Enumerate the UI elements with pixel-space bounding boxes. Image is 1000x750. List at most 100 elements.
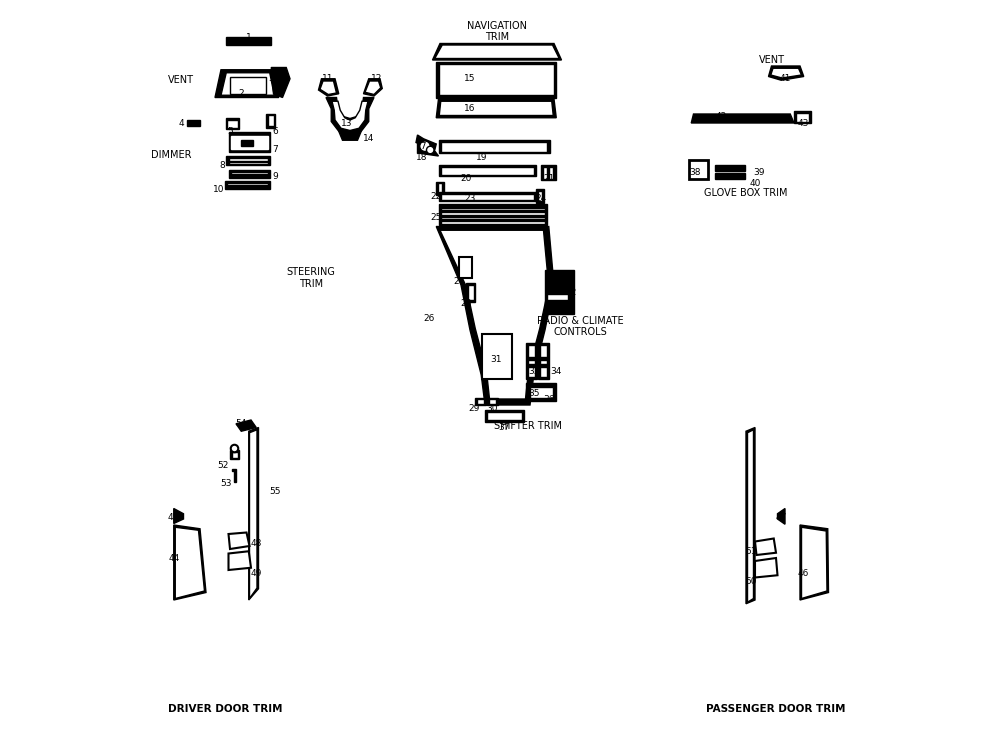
Text: 25: 25: [431, 213, 442, 222]
Text: 52: 52: [217, 460, 228, 470]
Polygon shape: [232, 469, 236, 482]
Bar: [714, 165, 744, 171]
Bar: [689, 160, 708, 178]
Bar: [186, 120, 200, 126]
Bar: [268, 116, 274, 126]
Polygon shape: [364, 79, 382, 96]
Text: 17: 17: [416, 142, 427, 151]
Text: 34: 34: [551, 367, 562, 376]
Polygon shape: [755, 558, 778, 578]
Text: 35: 35: [528, 389, 540, 398]
Text: 38: 38: [689, 168, 701, 177]
Bar: [441, 194, 534, 200]
Text: SHIFTER TRIM: SHIFTER TRIM: [494, 421, 562, 431]
Polygon shape: [250, 430, 257, 598]
Text: VENT: VENT: [168, 75, 194, 86]
Text: 4: 4: [178, 119, 184, 128]
Text: 26: 26: [423, 314, 434, 323]
Bar: [231, 174, 268, 176]
Circle shape: [420, 141, 430, 152]
Bar: [438, 183, 442, 194]
Text: 28: 28: [461, 299, 472, 308]
Circle shape: [231, 445, 238, 452]
Bar: [538, 190, 542, 201]
Text: 55: 55: [269, 487, 281, 496]
Bar: [794, 111, 810, 123]
Text: 10: 10: [213, 184, 224, 194]
Text: RADIO & CLIMATE: RADIO & CLIMATE: [537, 316, 624, 326]
Text: STEERING: STEERING: [287, 267, 335, 278]
Polygon shape: [436, 99, 556, 118]
Bar: [225, 181, 270, 189]
Text: NAVIGATION: NAVIGATION: [467, 21, 527, 32]
Text: 9: 9: [272, 172, 278, 181]
Polygon shape: [691, 114, 794, 123]
Bar: [230, 450, 239, 459]
Polygon shape: [440, 230, 549, 399]
Circle shape: [426, 146, 434, 154]
Bar: [228, 132, 270, 152]
Text: 48: 48: [251, 539, 262, 548]
Bar: [475, 398, 486, 405]
Text: 42: 42: [716, 112, 727, 121]
Text: 5: 5: [227, 127, 233, 136]
Bar: [441, 217, 545, 219]
Polygon shape: [215, 70, 279, 98]
Bar: [438, 204, 547, 225]
Polygon shape: [439, 101, 553, 115]
Text: 8: 8: [220, 160, 225, 170]
Text: 19: 19: [476, 153, 487, 162]
Bar: [228, 160, 268, 162]
Text: 16: 16: [464, 104, 476, 113]
Text: 27: 27: [453, 277, 464, 286]
Polygon shape: [802, 527, 827, 598]
Bar: [796, 112, 809, 122]
Text: 47: 47: [776, 513, 787, 522]
Text: TRIM: TRIM: [485, 32, 509, 43]
Bar: [540, 364, 547, 367]
Text: 33: 33: [528, 367, 540, 376]
Bar: [540, 357, 547, 360]
Text: 21: 21: [543, 174, 554, 183]
Polygon shape: [326, 98, 374, 135]
Text: 3: 3: [268, 74, 274, 83]
Bar: [530, 387, 552, 398]
Polygon shape: [339, 131, 361, 140]
Polygon shape: [318, 79, 339, 96]
Text: 22: 22: [431, 192, 442, 201]
Text: 41: 41: [779, 74, 791, 83]
Text: 29: 29: [468, 404, 479, 413]
Text: 32: 32: [566, 288, 577, 297]
Bar: [485, 410, 524, 422]
Polygon shape: [228, 532, 250, 549]
Polygon shape: [778, 509, 785, 524]
Polygon shape: [746, 427, 755, 604]
Text: 50: 50: [746, 577, 757, 586]
Bar: [487, 398, 498, 405]
Text: TRIM: TRIM: [299, 279, 323, 290]
Text: 37: 37: [498, 423, 510, 432]
Bar: [438, 165, 536, 176]
Polygon shape: [438, 64, 554, 95]
Polygon shape: [174, 525, 206, 600]
Polygon shape: [236, 420, 256, 431]
Text: 14: 14: [363, 134, 374, 143]
Bar: [549, 166, 553, 178]
Text: GLOVE BOX TRIM: GLOVE BOX TRIM: [704, 188, 788, 199]
Bar: [438, 192, 536, 201]
Text: 20: 20: [461, 174, 472, 183]
Bar: [528, 345, 535, 376]
Bar: [227, 183, 268, 188]
Bar: [436, 182, 444, 195]
Text: 30: 30: [487, 404, 498, 413]
Bar: [441, 212, 545, 214]
Polygon shape: [332, 101, 368, 130]
Text: 45: 45: [168, 513, 179, 522]
Polygon shape: [221, 73, 274, 95]
Bar: [230, 77, 266, 94]
Bar: [538, 343, 549, 379]
Bar: [541, 165, 556, 180]
Text: 6: 6: [272, 127, 278, 136]
Bar: [441, 221, 545, 224]
Text: 36: 36: [543, 394, 554, 404]
